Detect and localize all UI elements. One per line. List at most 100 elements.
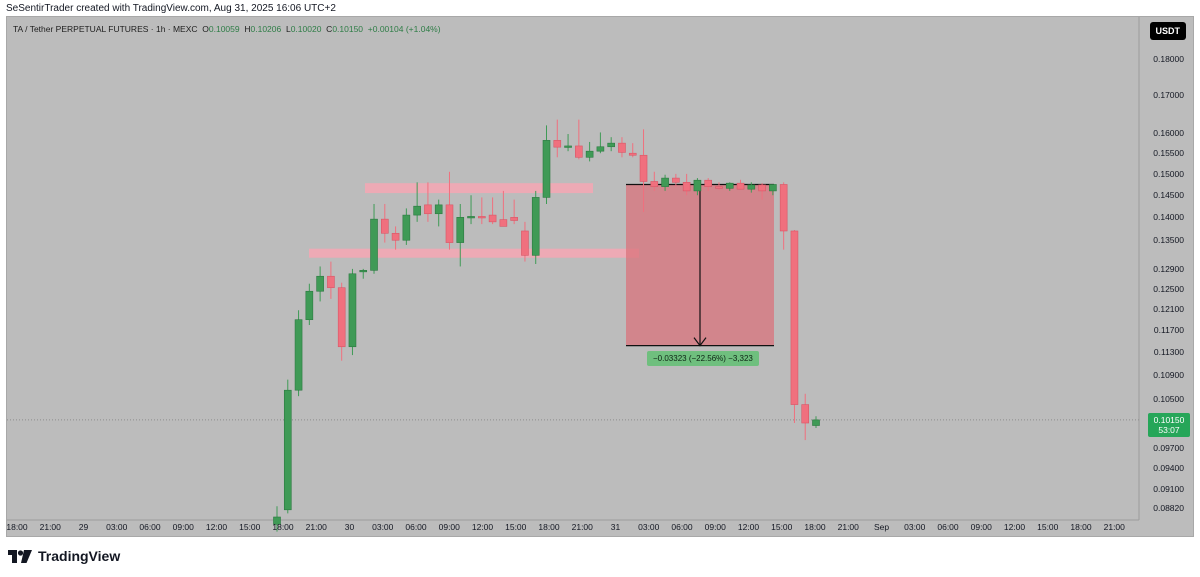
- time-axis-label: 21:00: [1103, 522, 1125, 532]
- header-credit: SeSentirTrader created with TradingView.…: [6, 3, 336, 14]
- bullish-candle: [467, 216, 475, 219]
- time-axis-label: 18:00: [6, 522, 28, 532]
- bearish-candle: [779, 184, 788, 232]
- last-price-value: 0.10150: [1153, 414, 1185, 425]
- bullish-candle: [607, 142, 615, 148]
- bullish-candle: [769, 184, 777, 192]
- bearish-candle: [639, 154, 648, 182]
- price-axis-label: 0.09700: [1153, 443, 1184, 454]
- time-axis-label: 18:00: [804, 522, 826, 532]
- bullish-candle: [305, 290, 314, 321]
- time-axis-label: 30: [344, 522, 355, 532]
- price-axis-label: 0.09400: [1153, 463, 1184, 474]
- open-label: O: [202, 24, 209, 34]
- bearish-candle: [521, 230, 529, 256]
- time-axis-label: 03:00: [106, 522, 128, 532]
- time-axis-label: 18:00: [538, 522, 560, 532]
- time-axis-label: 06:00: [405, 522, 427, 532]
- open-value: 0.10059: [208, 24, 240, 34]
- bullish-candle: [564, 145, 572, 148]
- measure-arrow-head: [693, 337, 707, 347]
- price-axis-label: 0.10900: [1153, 369, 1184, 380]
- price-axis-label: 0.18000: [1153, 54, 1184, 65]
- bullish-candle: [316, 275, 324, 292]
- bearish-candle: [380, 218, 389, 234]
- bearish-candle: [628, 152, 637, 156]
- bearish-candle: [704, 179, 713, 187]
- close-label: C: [326, 24, 333, 34]
- low-value: 0.10020: [290, 24, 322, 34]
- bullish-candle: [294, 319, 303, 391]
- bullish-candle: [413, 205, 421, 216]
- time-axis-label: 09:00: [172, 522, 194, 532]
- price-axis-label: 0.14500: [1153, 190, 1184, 201]
- bullish-candle: [693, 179, 702, 192]
- price-axis-label: 0.08820: [1153, 503, 1184, 514]
- time-axis-label: 03:00: [638, 522, 660, 532]
- symbol-info[interactable]: TA / Tether PERPETUAL FUTURES · 1h · MEX…: [13, 24, 441, 34]
- bearish-candle: [445, 204, 454, 243]
- tradingview-logo-icon: [8, 549, 32, 563]
- brand-name: TradingView: [38, 548, 121, 564]
- symbol-name[interactable]: TA / Tether PERPETUAL FUTURES · 1h · MEX…: [13, 24, 198, 34]
- time-axis-label: 21:00: [39, 522, 61, 532]
- bearish-candle: [801, 404, 810, 424]
- price-axis-label: 0.11700: [1153, 325, 1184, 336]
- bullish-candle: [812, 419, 820, 426]
- price-zone-rect: [309, 248, 639, 258]
- bar-countdown: 53:07: [1158, 424, 1180, 435]
- bullish-candle: [348, 273, 357, 348]
- measure-result-label[interactable]: −0.03323 (−22.56%) −3,323: [647, 350, 759, 366]
- bullish-candle: [456, 217, 465, 243]
- last-price-badge: 0.10150 53:07: [1148, 412, 1190, 437]
- bearish-candle: [672, 177, 680, 183]
- time-axis-label: 29: [78, 522, 89, 532]
- bearish-candle: [553, 140, 562, 148]
- bullish-candle: [661, 177, 669, 187]
- bullish-candle: [531, 197, 540, 256]
- footer-branding: TradingView: [8, 548, 120, 564]
- bearish-candle: [575, 145, 583, 158]
- chart-pane[interactable]: TA / Tether PERPETUAL FUTURES · 1h · MEX…: [6, 16, 1194, 537]
- time-axis-label: 06:00: [937, 522, 959, 532]
- candlestick-chart[interactable]: [7, 17, 1195, 538]
- price-axis-label: 0.14000: [1153, 212, 1184, 223]
- bullish-candle: [283, 389, 292, 511]
- high-value: 0.10206: [250, 24, 282, 34]
- time-axis-label: 15:00: [1037, 522, 1059, 532]
- currency-badge[interactable]: USDT: [1149, 22, 1186, 40]
- bearish-candle: [337, 287, 346, 348]
- bearish-candle: [391, 232, 400, 241]
- time-axis-label: 06:00: [671, 522, 693, 532]
- time-axis-label: 18:00: [272, 522, 294, 532]
- close-value: 0.10150: [332, 24, 364, 34]
- price-axis-label: 0.17000: [1153, 90, 1184, 101]
- price-axis-label: 0.12100: [1153, 304, 1184, 315]
- bearish-candle: [650, 181, 659, 187]
- time-axis-label: 12:00: [205, 522, 228, 532]
- time-axis-label: 09:00: [704, 522, 726, 532]
- bullish-candle: [542, 140, 551, 198]
- price-axis-label: 0.16000: [1153, 128, 1184, 139]
- bearish-candle: [424, 204, 432, 215]
- bullish-candle: [273, 516, 281, 525]
- bullish-candle: [585, 150, 594, 158]
- time-axis-label: 15:00: [505, 522, 527, 532]
- time-axis-label: 18:00: [1070, 522, 1092, 532]
- bearish-candle: [736, 182, 745, 190]
- time-axis-label: 21:00: [837, 522, 859, 532]
- price-axis-label: 0.10500: [1153, 393, 1184, 404]
- low-label: L: [285, 24, 291, 34]
- price-axis-label: 0.12900: [1153, 263, 1184, 274]
- time-axis-label: 31: [610, 522, 621, 532]
- bearish-candle: [499, 219, 508, 227]
- time-axis-label: 15:00: [239, 522, 261, 532]
- time-axis-label: 12:00: [471, 522, 494, 532]
- time-axis-label: 06:00: [139, 522, 161, 532]
- change-value: +0.00104 (+1.04%): [367, 24, 441, 34]
- bearish-candle: [510, 217, 518, 221]
- time-axis-label: 03:00: [904, 522, 926, 532]
- bearish-candle: [488, 214, 497, 223]
- time-axis-label: 12:00: [737, 522, 760, 532]
